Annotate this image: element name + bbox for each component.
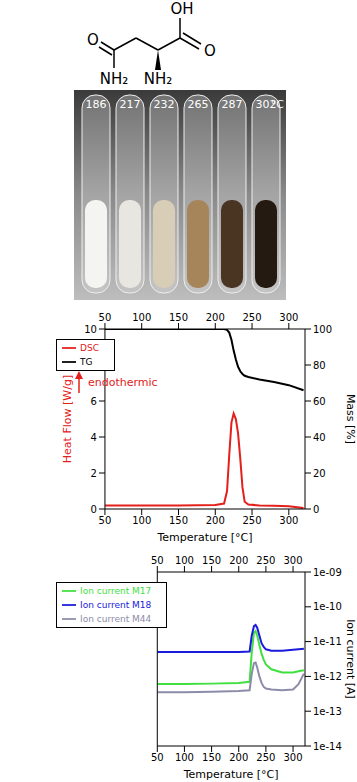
svg-text:O: O [87,31,99,49]
html-text:Ion current M44: Ion current M44 [80,613,152,624]
svg-text:1e-13: 1e-13 [313,706,342,717]
svg-text:100: 100 [313,324,332,335]
svg-text:0: 0 [313,504,319,515]
svg-text:300: 300 [279,515,298,526]
svg-text:20: 20 [313,468,326,479]
svg-text:Temperature [°C]: Temperature [°C] [183,768,279,781]
svg-text:1e-10: 1e-10 [313,601,342,612]
svg-text:100: 100 [132,312,151,323]
svg-text:50: 50 [99,312,112,323]
svg-text:300: 300 [284,752,303,763]
svg-text:150: 150 [169,312,188,323]
svg-text:300: 300 [284,555,303,566]
svg-text:6: 6 [91,396,97,407]
html-text:Ion current M17: Ion current M17 [80,585,152,596]
svg-text:NH₂: NH₂ [144,70,173,88]
svg-text:50: 50 [151,752,164,763]
svg-text:200: 200 [229,752,248,763]
svg-text:302: 302 [255,98,277,111]
svg-text:NH₂: NH₂ [100,70,129,88]
svg-text:287: 287 [222,98,243,111]
svg-text:10: 10 [84,324,97,335]
svg-text:1e-14: 1e-14 [313,741,342,752]
svg-text:OH: OH [170,0,193,18]
svg-text:186: 186 [86,98,107,111]
svg-text:0: 0 [91,504,97,515]
svg-text:8: 8 [91,360,97,371]
svg-text:150: 150 [202,555,221,566]
svg-text:250: 250 [256,752,275,763]
svg-text:150: 150 [169,515,188,526]
svg-text:Heat Flow [W/g]: Heat Flow [W/g] [61,375,74,463]
svg-text:1e-11: 1e-11 [313,636,342,647]
svg-text:100: 100 [175,752,194,763]
html-text:Ion current M18: Ion current M18 [80,599,152,610]
svg-text:100: 100 [175,555,194,566]
svg-text:100: 100 [132,515,151,526]
svg-text:60: 60 [313,396,326,407]
svg-text:40: 40 [313,432,326,443]
svg-text:1e-12: 1e-12 [313,671,342,682]
svg-text:4: 4 [91,432,97,443]
svg-text:50: 50 [99,515,112,526]
svg-text:250: 250 [242,312,261,323]
svg-text:Mass [%]: Mass [%] [344,394,357,444]
svg-text:265: 265 [188,98,209,111]
svg-text:217: 217 [120,98,141,111]
svg-text:300: 300 [279,312,298,323]
svg-text:250: 250 [242,515,261,526]
svg-text:2: 2 [91,468,97,479]
svg-text:200: 200 [206,515,225,526]
svg-text:O: O [204,42,216,60]
svg-text:Ion current [A]: Ion current [A] [344,619,357,699]
svg-text:80: 80 [313,360,326,371]
html-text:DSC: DSC [80,342,99,353]
svg-text:Temperature [°C]: Temperature [°C] [156,531,252,544]
svg-text:250: 250 [256,555,275,566]
svg-text:50: 50 [151,555,164,566]
svg-text:150: 150 [202,752,221,763]
svg-text:°C: °C [271,98,285,111]
html-text:endothermic: endothermic [88,375,158,389]
svg-text:1e-09: 1e-09 [313,567,342,578]
svg-text:200: 200 [206,312,225,323]
svg-text:232: 232 [154,98,175,111]
html-text:TG: TG [80,356,93,367]
svg-text:200: 200 [229,555,248,566]
